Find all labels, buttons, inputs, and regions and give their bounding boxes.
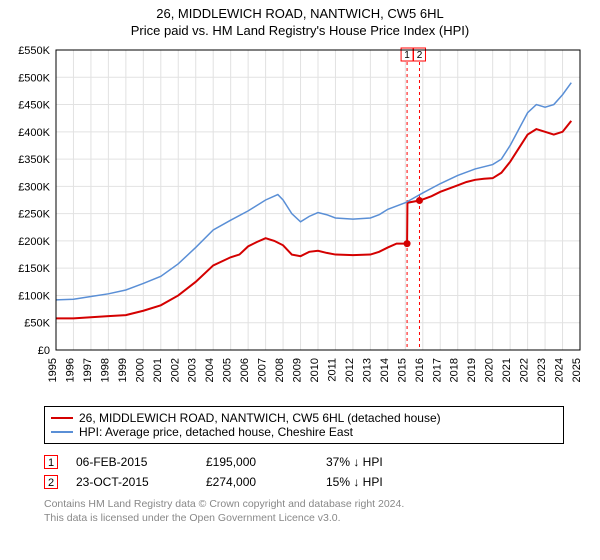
svg-text:£450K: £450K [18,100,50,112]
line-chart-svg: 12 £0 £50K £100K £150K £200K £250K £300K £350K £4… [0,38,600,398]
sale-date-2: 23-OCT-2015 [76,475,206,489]
svg-text:2015: 2015 [396,358,408,382]
sales-row-2: 2 23-OCT-2015 £274,000 15% ↓ HPI [44,472,564,492]
sales-row-1: 1 06-FEB-2015 £195,000 37% ↓ HPI [44,452,564,472]
svg-text:2: 2 [417,50,423,61]
svg-text:2019: 2019 [466,358,478,382]
svg-text:2008: 2008 [274,358,286,382]
svg-text:£150K: £150K [18,263,50,275]
sale-marker-2: 2 [44,475,58,489]
svg-text:2005: 2005 [222,358,234,382]
chart-titles: 26, MIDDLEWICH ROAD, NANTWICH, CW5 6HL P… [0,0,600,38]
sale-diff-1: 37% ↓ HPI [326,455,446,469]
sale-diff-2: 15% ↓ HPI [326,475,446,489]
svg-text:£300K: £300K [18,181,50,193]
svg-text:2010: 2010 [309,358,321,382]
chart-area: 12 £0 £50K £100K £150K £200K £250K £300K £350K £4… [0,38,600,398]
svg-text:£400K: £400K [18,127,50,139]
svg-text:£0: £0 [38,345,50,357]
svg-text:2001: 2001 [152,358,164,382]
sales-table: 1 06-FEB-2015 £195,000 37% ↓ HPI 2 23-OC… [44,452,564,492]
legend-label-price-paid: 26, MIDDLEWICH ROAD, NANTWICH, CW5 6HL (… [79,411,441,425]
svg-text:£100K: £100K [18,290,50,302]
svg-text:1998: 1998 [99,358,111,382]
svg-text:2016: 2016 [414,358,426,382]
svg-text:£550K: £550K [18,45,50,57]
svg-text:2014: 2014 [379,358,391,382]
legend-row-price-paid: 26, MIDDLEWICH ROAD, NANTWICH, CW5 6HL (… [51,411,557,425]
sale-date-1: 06-FEB-2015 [76,455,206,469]
svg-text:2002: 2002 [169,358,181,382]
svg-text:2000: 2000 [134,358,146,382]
legend-box: 26, MIDDLEWICH ROAD, NANTWICH, CW5 6HL (… [44,406,564,444]
svg-text:1995: 1995 [47,358,59,382]
title-subtitle: Price paid vs. HM Land Registry's House … [0,23,600,38]
svg-text:2013: 2013 [361,358,373,382]
svg-text:1996: 1996 [64,358,76,382]
svg-text:£50K: £50K [24,318,50,330]
title-address: 26, MIDDLEWICH ROAD, NANTWICH, CW5 6HL [0,6,600,21]
sale-price-2: £274,000 [206,475,326,489]
svg-text:£250K: £250K [18,209,50,221]
svg-text:£350K: £350K [18,154,50,166]
svg-text:1997: 1997 [82,358,94,382]
svg-text:2017: 2017 [431,358,443,382]
legend-swatch-hpi [51,431,73,433]
svg-text:2003: 2003 [187,358,199,382]
svg-text:2012: 2012 [344,358,356,382]
svg-text:2025: 2025 [571,358,583,382]
page-root: 26, MIDDLEWICH ROAD, NANTWICH, CW5 6HL P… [0,0,600,560]
footer-line-2: This data is licensed under the Open Gov… [44,512,600,526]
svg-text:2021: 2021 [501,358,513,382]
sale-price-1: £195,000 [206,455,326,469]
svg-text:£200K: £200K [18,236,50,248]
footer-attribution: Contains HM Land Registry data © Crown c… [44,498,600,525]
svg-text:2023: 2023 [536,358,548,382]
svg-text:2018: 2018 [449,358,461,382]
svg-text:2020: 2020 [484,358,496,382]
svg-text:2007: 2007 [257,358,269,382]
svg-text:2006: 2006 [239,358,251,382]
svg-text:2004: 2004 [204,358,216,382]
svg-text:£500K: £500K [18,72,50,84]
legend-label-hpi: HPI: Average price, detached house, Ches… [79,425,353,439]
svg-text:2009: 2009 [292,358,304,382]
svg-text:1999: 1999 [117,358,129,382]
legend-swatch-price-paid [51,417,73,419]
svg-text:1: 1 [404,50,410,61]
svg-text:2022: 2022 [519,358,531,382]
sale-marker-1: 1 [44,455,58,469]
footer-line-1: Contains HM Land Registry data © Crown c… [44,498,600,512]
legend-row-hpi: HPI: Average price, detached house, Ches… [51,425,557,439]
svg-text:2024: 2024 [554,358,566,382]
svg-text:2011: 2011 [326,358,338,382]
